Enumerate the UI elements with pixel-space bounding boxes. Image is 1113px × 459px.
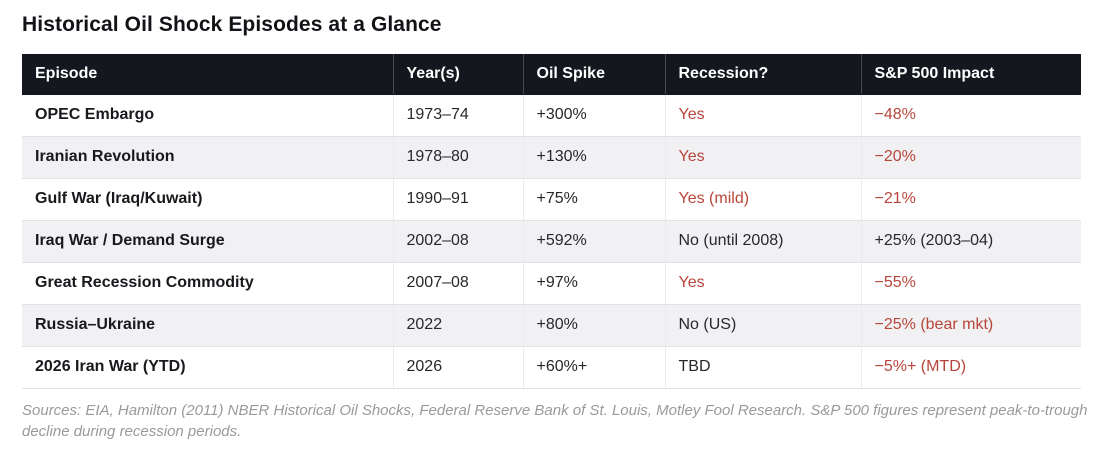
cell-years: 2026 <box>393 346 524 389</box>
cell-episode: 2026 Iran War (YTD) <box>22 346 394 389</box>
sources-footnote: Sources: EIA, Hamilton (2011) NBER Histo… <box>22 401 1088 440</box>
cell-sp500-impact: −20% <box>861 136 1081 179</box>
column-header-recession: Recession? <box>665 54 862 95</box>
cell-recession: Yes <box>665 262 862 305</box>
column-header-years: Year(s) <box>393 54 524 95</box>
column-header-sp500-impact: S&P 500 Impact <box>861 54 1081 95</box>
table-row: Great Recession Commodity 2007–08 +97% Y… <box>22 262 1081 305</box>
cell-recession: Yes (mild) <box>665 178 862 221</box>
cell-episode: Gulf War (Iraq/Kuwait) <box>22 178 394 221</box>
oil-shock-table: Episode Year(s) Oil Spike Recession? S&P… <box>22 54 1081 389</box>
cell-oil-spike: +592% <box>523 220 666 263</box>
table-body: OPEC Embargo 1973–74 +300% Yes −48% Iran… <box>22 94 1081 389</box>
cell-sp500-impact: −5%+ (MTD) <box>861 346 1081 389</box>
column-header-episode: Episode <box>22 54 394 95</box>
cell-oil-spike: +97% <box>523 262 666 305</box>
cell-recession: No (US) <box>665 304 862 347</box>
cell-episode: Iraq War / Demand Surge <box>22 220 394 263</box>
cell-years: 1973–74 <box>393 94 524 137</box>
cell-sp500-impact: −21% <box>861 178 1081 221</box>
table-header-row: Episode Year(s) Oil Spike Recession? S&P… <box>22 54 1081 95</box>
table-row: OPEC Embargo 1973–74 +300% Yes −48% <box>22 94 1081 137</box>
cell-years: 1978–80 <box>393 136 524 179</box>
cell-episode: Russia–Ukraine <box>22 304 394 347</box>
cell-recession: TBD <box>665 346 862 389</box>
cell-oil-spike: +80% <box>523 304 666 347</box>
cell-episode: Great Recession Commodity <box>22 262 394 305</box>
cell-oil-spike: +300% <box>523 94 666 137</box>
cell-sp500-impact: −55% <box>861 262 1081 305</box>
cell-years: 2022 <box>393 304 524 347</box>
cell-sp500-impact: −25% (bear mkt) <box>861 304 1081 347</box>
cell-years: 2007–08 <box>393 262 524 305</box>
column-header-oil-spike: Oil Spike <box>523 54 666 95</box>
cell-years: 2002–08 <box>393 220 524 263</box>
cell-oil-spike: +130% <box>523 136 666 179</box>
cell-oil-spike: +75% <box>523 178 666 221</box>
cell-recession: Yes <box>665 94 862 137</box>
page-title: Historical Oil Shock Episodes at a Glanc… <box>22 13 442 36</box>
cell-oil-spike: +60%+ <box>523 346 666 389</box>
table-row: Gulf War (Iraq/Kuwait) 1990–91 +75% Yes … <box>22 178 1081 221</box>
table-row: Russia–Ukraine 2022 +80% No (US) −25% (b… <box>22 304 1081 347</box>
cell-recession: Yes <box>665 136 862 179</box>
cell-episode: OPEC Embargo <box>22 94 394 137</box>
table-row: Iranian Revolution 1978–80 +130% Yes −20… <box>22 136 1081 179</box>
cell-recession: No (until 2008) <box>665 220 862 263</box>
cell-sp500-impact: +25% (2003–04) <box>861 220 1081 263</box>
cell-episode: Iranian Revolution <box>22 136 394 179</box>
table-row: 2026 Iran War (YTD) 2026 +60%+ TBD −5%+ … <box>22 346 1081 389</box>
cell-sp500-impact: −48% <box>861 94 1081 137</box>
cell-years: 1990–91 <box>393 178 524 221</box>
table-row: Iraq War / Demand Surge 2002–08 +592% No… <box>22 220 1081 263</box>
